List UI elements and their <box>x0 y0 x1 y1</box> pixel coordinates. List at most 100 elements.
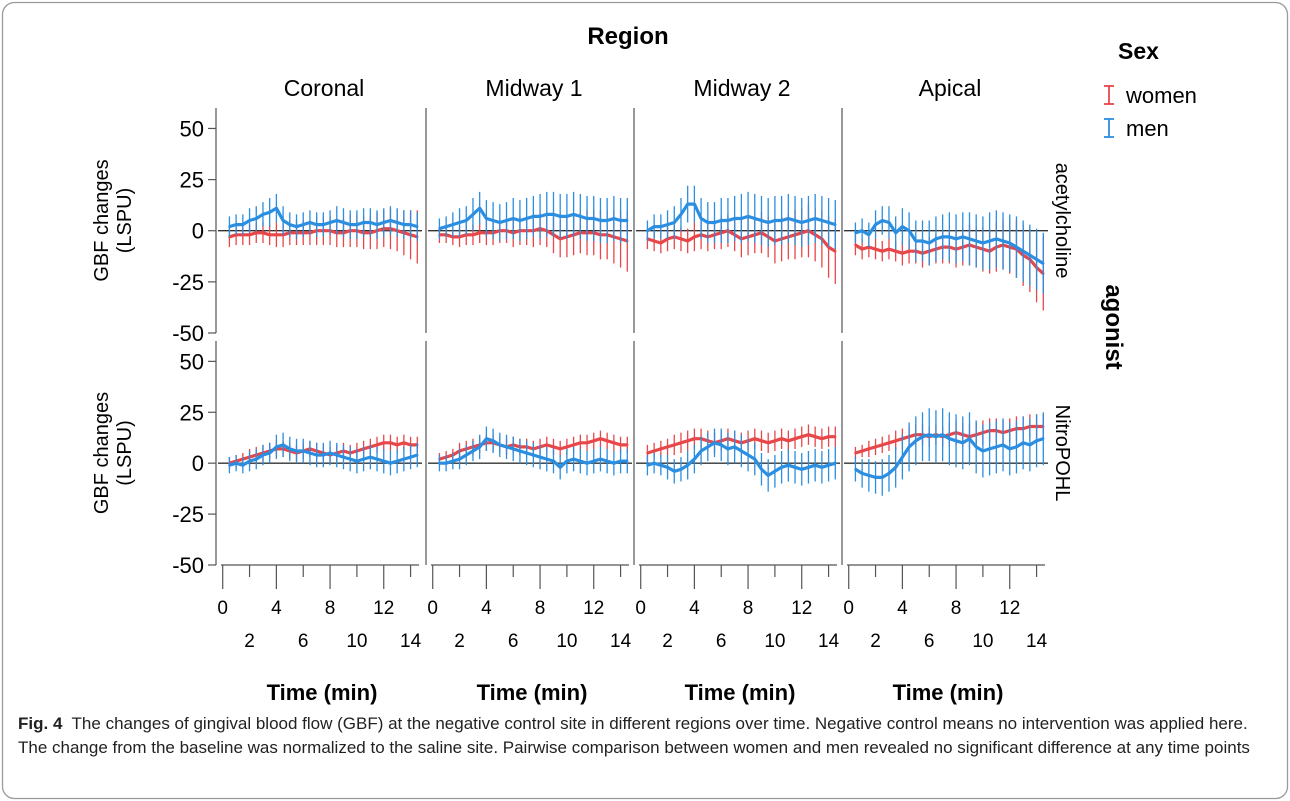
data-point <box>646 464 649 467</box>
data-point <box>579 215 582 218</box>
data-point <box>572 457 575 461</box>
data-point <box>834 249 837 253</box>
data-point <box>558 447 562 451</box>
data-point <box>572 443 575 447</box>
data-point <box>813 435 817 438</box>
data-point <box>545 213 548 216</box>
data-point <box>268 451 271 455</box>
x-tick-label: 14 <box>400 631 422 652</box>
data-point <box>1035 439 1038 442</box>
x-axis-label: Time (min) <box>267 680 378 705</box>
data-point <box>402 223 406 226</box>
data-point <box>471 449 475 453</box>
data-point <box>261 231 265 234</box>
data-point <box>438 227 441 230</box>
data-point <box>302 223 305 226</box>
data-point <box>746 215 750 218</box>
data-point <box>854 231 857 234</box>
data-point <box>659 241 663 245</box>
data-point <box>626 219 629 222</box>
x-tick-label: 2 <box>244 631 255 652</box>
data-point <box>907 229 911 232</box>
data-point <box>505 219 508 222</box>
data-point <box>948 437 951 440</box>
data-point <box>315 223 318 226</box>
series-men <box>646 428 837 492</box>
data-point <box>322 223 325 226</box>
data-point <box>395 443 399 447</box>
data-point <box>948 235 951 239</box>
data-point <box>402 457 406 461</box>
column-label: Coronal <box>284 75 365 101</box>
data-point <box>471 233 475 237</box>
x-tick-label: 10 <box>346 631 367 652</box>
data-point <box>295 225 298 228</box>
data-point <box>874 223 877 226</box>
x-tick-label: 12 <box>999 598 1020 619</box>
data-point <box>281 443 285 447</box>
data-point <box>679 441 683 445</box>
data-point <box>659 464 663 467</box>
x-tick-label: 14 <box>818 631 840 652</box>
data-point <box>787 439 790 442</box>
data-point <box>666 223 669 226</box>
data-point <box>887 247 891 251</box>
data-point <box>974 445 978 449</box>
data-point <box>512 217 515 220</box>
data-point <box>288 223 292 226</box>
data-point <box>820 219 824 222</box>
x-tick-label: 4 <box>481 598 492 619</box>
data-point <box>444 461 448 465</box>
x-axis-label: Time (min) <box>893 680 1004 705</box>
x-tick-label: 6 <box>924 631 935 652</box>
x-tick-label: 4 <box>897 598 908 619</box>
data-point <box>894 249 897 253</box>
data-point <box>652 239 656 243</box>
data-point <box>268 233 271 237</box>
x-tick-label: 10 <box>972 631 993 652</box>
data-point <box>760 219 763 222</box>
data-point <box>666 445 669 449</box>
data-point <box>693 202 696 206</box>
data-point <box>1001 443 1005 447</box>
y-tick-label: -50 <box>172 553 204 578</box>
data-point <box>355 223 359 226</box>
data-point <box>807 219 810 222</box>
data-point <box>375 457 379 461</box>
data-point <box>934 237 938 241</box>
data-point <box>1028 443 1032 447</box>
x-tick-label: 6 <box>508 631 519 652</box>
data-point <box>995 445 998 449</box>
data-point <box>302 449 305 453</box>
data-point <box>1008 241 1011 245</box>
data-point <box>793 466 797 469</box>
data-point <box>525 217 528 220</box>
data-point <box>416 453 419 457</box>
series-men <box>438 191 629 243</box>
data-point <box>914 439 918 442</box>
data-point <box>389 219 392 222</box>
data-point <box>666 466 669 469</box>
data-point <box>813 217 817 220</box>
data-point <box>592 459 595 463</box>
data-point <box>914 239 918 243</box>
series-men <box>228 432 419 476</box>
x-tick-label: 6 <box>716 631 727 652</box>
y-axis-label-line: GBF changes <box>91 159 113 281</box>
data-point <box>599 219 602 222</box>
data-point <box>328 451 332 455</box>
data-point <box>854 243 857 247</box>
data-point <box>281 219 285 222</box>
data-point <box>438 461 441 465</box>
data-point <box>382 221 385 224</box>
data-point <box>518 219 522 222</box>
data-point <box>1015 445 1018 449</box>
panel <box>425 108 632 333</box>
data-point <box>780 437 783 440</box>
data-point <box>389 461 392 465</box>
panel <box>215 108 422 333</box>
data-point <box>800 435 803 438</box>
data-point <box>478 445 481 449</box>
